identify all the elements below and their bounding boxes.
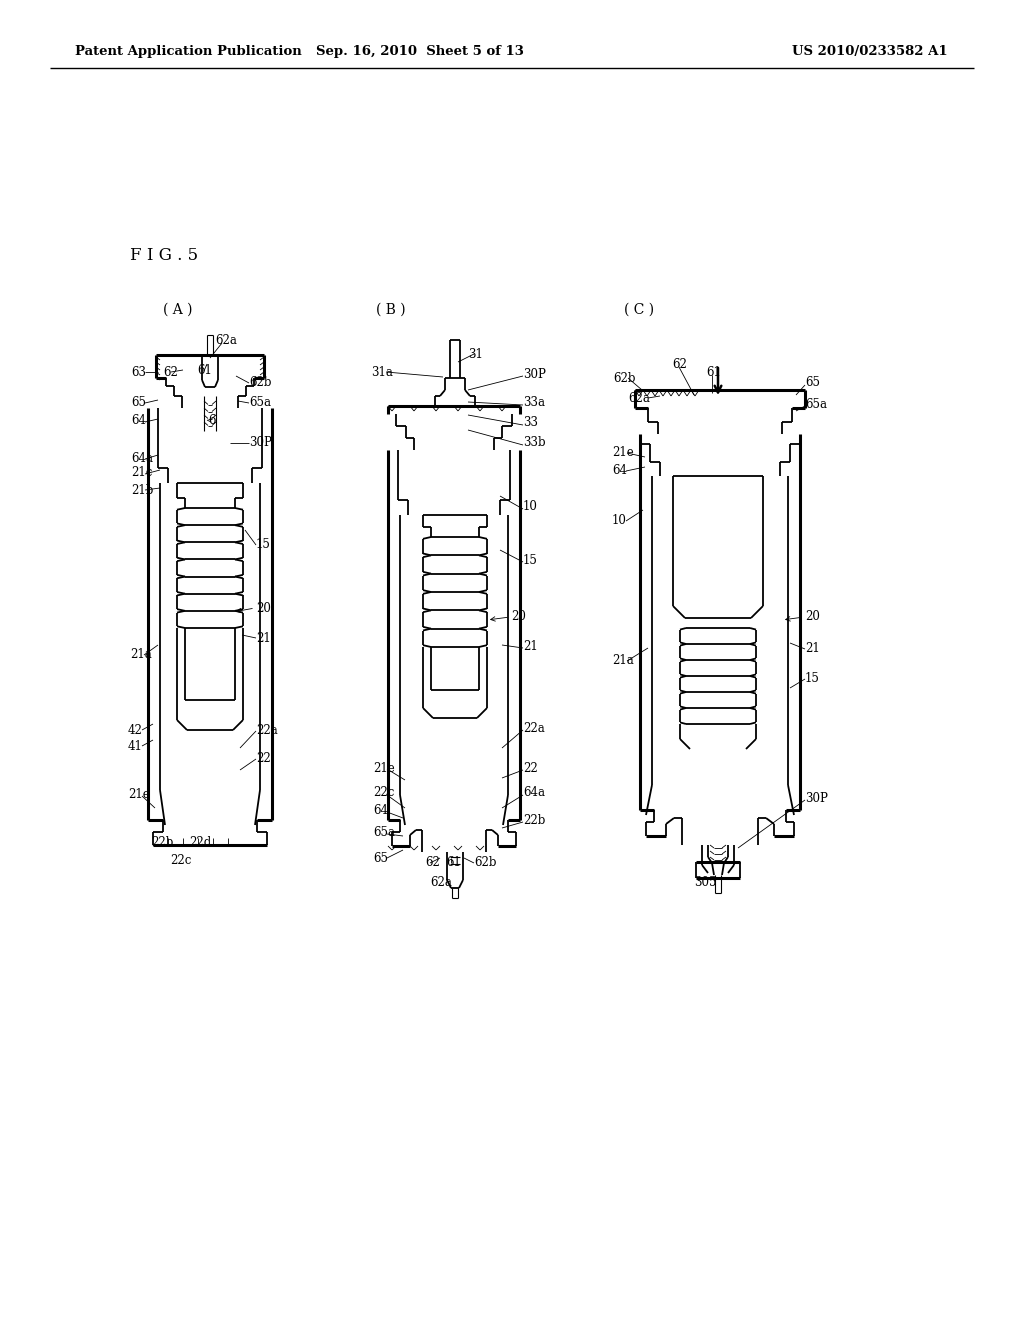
Text: 21e: 21e: [128, 788, 150, 801]
Text: ( B ): ( B ): [376, 304, 406, 317]
Text: 65a: 65a: [249, 396, 271, 408]
Text: 21b: 21b: [131, 483, 154, 496]
Text: 10: 10: [612, 513, 627, 527]
Text: 65a: 65a: [373, 825, 395, 838]
Text: 62: 62: [672, 359, 687, 371]
Text: 22: 22: [523, 762, 538, 775]
Text: 65: 65: [805, 376, 820, 389]
Text: 64: 64: [131, 414, 146, 428]
Text: 61: 61: [197, 364, 212, 378]
Text: 21e: 21e: [373, 762, 394, 775]
Text: 62: 62: [163, 366, 178, 379]
Text: ( C ): ( C ): [624, 304, 654, 317]
Text: 22: 22: [256, 751, 270, 764]
Text: 65: 65: [373, 851, 388, 865]
Text: Sep. 16, 2010  Sheet 5 of 13: Sep. 16, 2010 Sheet 5 of 13: [316, 45, 524, 58]
Text: 22a: 22a: [256, 723, 278, 737]
Text: 62a: 62a: [430, 875, 452, 888]
Text: 65: 65: [131, 396, 146, 409]
Text: 30P: 30P: [249, 436, 272, 449]
Text: 305: 305: [693, 875, 716, 888]
Text: F I G . 5: F I G . 5: [130, 247, 198, 264]
Text: 20: 20: [511, 610, 526, 623]
Text: 20: 20: [256, 602, 271, 615]
Text: 30P: 30P: [805, 792, 827, 804]
Text: 15: 15: [523, 553, 538, 566]
Text: 10: 10: [523, 500, 538, 513]
Text: 22c: 22c: [373, 787, 394, 800]
Text: 31a: 31a: [371, 366, 393, 379]
Text: 62b: 62b: [474, 855, 497, 869]
Text: 22d: 22d: [188, 836, 211, 849]
Text: ( A ): ( A ): [163, 304, 193, 317]
Text: 62a: 62a: [628, 392, 650, 404]
Text: 63: 63: [131, 366, 146, 379]
Text: 33a: 33a: [523, 396, 545, 409]
Text: 20: 20: [805, 610, 820, 623]
Text: 42: 42: [128, 723, 143, 737]
Text: 64a: 64a: [131, 451, 153, 465]
Text: 6: 6: [208, 414, 215, 428]
Text: 21a: 21a: [130, 648, 152, 661]
Text: 64a: 64a: [523, 787, 545, 800]
Text: 62b: 62b: [613, 371, 636, 384]
Text: 33b: 33b: [523, 437, 546, 450]
Text: 62b: 62b: [249, 376, 271, 389]
Text: 22a: 22a: [523, 722, 545, 734]
Text: 22b: 22b: [523, 813, 546, 826]
Text: 21: 21: [805, 642, 820, 655]
Text: 62: 62: [425, 855, 440, 869]
Text: 22c: 22c: [170, 854, 191, 866]
Text: 15: 15: [256, 539, 271, 552]
Text: 65a: 65a: [805, 397, 827, 411]
Text: Patent Application Publication: Patent Application Publication: [75, 45, 302, 58]
Text: 64: 64: [373, 804, 388, 817]
Text: 30P: 30P: [523, 368, 546, 381]
Text: 21a: 21a: [612, 653, 634, 667]
Text: 21e: 21e: [612, 446, 634, 458]
Text: 33: 33: [523, 417, 538, 429]
Text: 62a: 62a: [215, 334, 237, 346]
Text: 61: 61: [706, 367, 721, 380]
Text: 31: 31: [468, 347, 483, 360]
Text: 64: 64: [612, 463, 627, 477]
Text: 22b: 22b: [151, 836, 173, 849]
Text: 41: 41: [128, 739, 143, 752]
Text: 21: 21: [523, 640, 538, 653]
Text: 15: 15: [805, 672, 820, 685]
Text: 21: 21: [256, 631, 270, 644]
Text: US 2010/0233582 A1: US 2010/0233582 A1: [793, 45, 948, 58]
Text: 21c: 21c: [131, 466, 153, 479]
Text: 61: 61: [446, 855, 461, 869]
